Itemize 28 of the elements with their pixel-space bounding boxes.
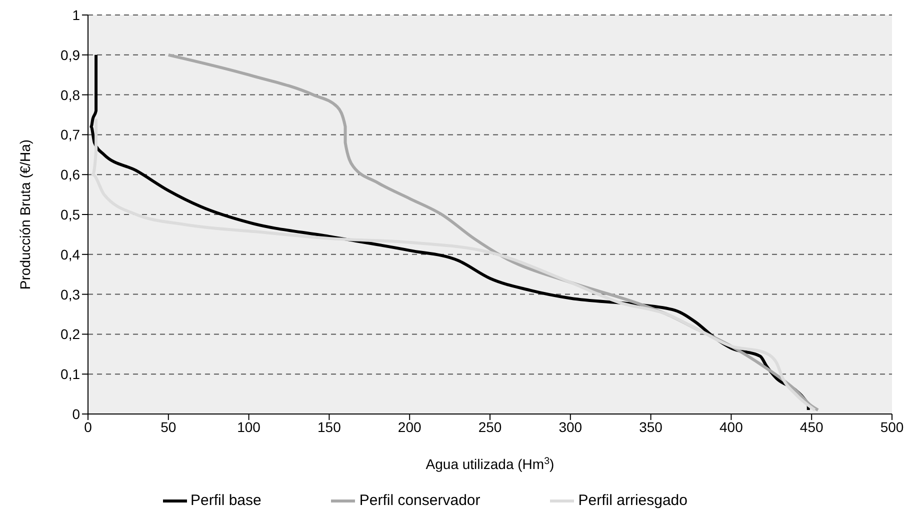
x-tick-label: 500 xyxy=(880,418,904,435)
y-tick-label: 0,7 xyxy=(60,126,80,143)
y-tick-label: 0 xyxy=(72,406,80,422)
y-tick-label: 0,8 xyxy=(60,86,80,103)
y-tick-label: 0,4 xyxy=(60,246,80,262)
x-tick-label: 200 xyxy=(398,418,422,435)
y-tick-label: 0,5 xyxy=(60,206,80,222)
x-tick-label: 250 xyxy=(478,418,502,435)
x-tick-label: 350 xyxy=(639,418,663,435)
x-tick-label: 0 xyxy=(84,418,92,435)
x-tick-label: 400 xyxy=(720,418,744,435)
legend-label: Perfil arriesgado xyxy=(578,492,688,509)
line-series xyxy=(91,117,816,412)
x-tick-label: 300 xyxy=(558,418,582,435)
x-tick-label: 100 xyxy=(237,418,261,435)
y-tick-label: 0,6 xyxy=(60,166,80,183)
legend-label: Perfil base xyxy=(190,492,262,509)
y-tick-label: 0,1 xyxy=(60,366,80,382)
x-tick-label: 150 xyxy=(318,418,342,435)
x-axis-title: Agua utilizada (Hm$^{3}$) xyxy=(426,456,554,472)
y-tick-label: 0,3 xyxy=(60,286,80,302)
x-tick-label: 450 xyxy=(800,418,824,435)
y-tick-label: 1 xyxy=(72,6,80,23)
legend-label: Perfil conservador xyxy=(359,492,480,509)
y-tick-label: 0,2 xyxy=(60,326,80,342)
y-axis-title: Producción Bruta (€/Ha) xyxy=(17,139,33,290)
x-tick-label: 50 xyxy=(160,418,176,435)
y-tick-label: 0,9 xyxy=(60,46,80,63)
